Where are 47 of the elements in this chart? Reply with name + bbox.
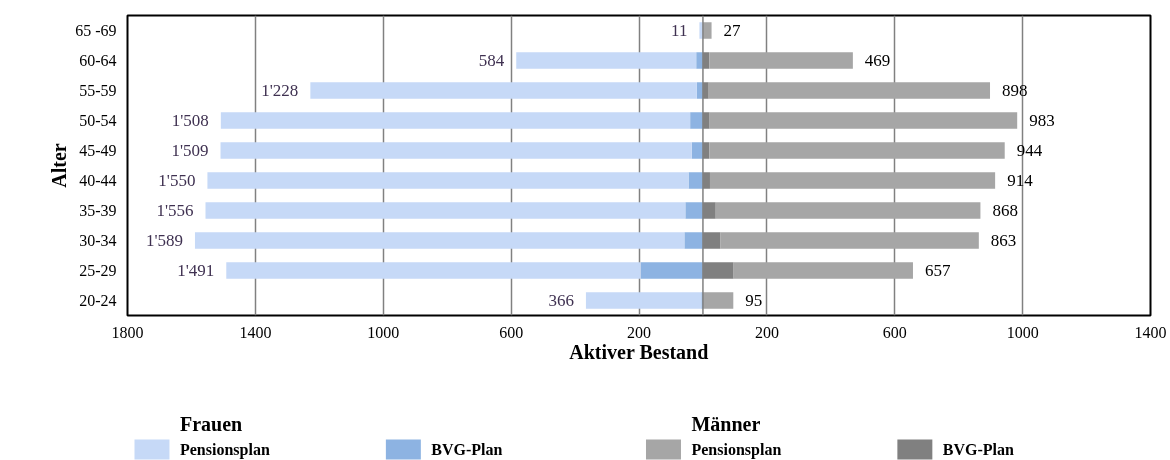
y-tick-label: 25-29 [79,262,117,279]
y-tick-label: 45-49 [79,142,117,159]
text: 983 [1029,111,1055,130]
y-tick-label: 40-44 [79,172,117,189]
x-tick-label: 200 [754,323,779,341]
x-axis-title: Aktiver Bestand [569,340,709,363]
text: 657 [924,261,951,280]
text: 11 [671,21,688,40]
text: 584 [478,51,505,70]
text: 366 [548,291,574,310]
text: 1'508 [171,111,209,130]
text: Männer [691,412,761,435]
x-tick-label: 1000 [367,323,400,341]
text: 1'556 [156,201,194,220]
x-tick-label: 1800 [111,323,144,341]
legend-label: Pensionsplan [179,441,270,459]
text: 27 [723,21,741,40]
text: 469 [864,51,891,70]
text: 898 [1002,81,1028,100]
y-tick-label: 35-39 [79,202,117,219]
legend-label: BVG-Plan [942,441,1015,458]
text: 1'589 [145,231,183,250]
x-tick-label: 1000 [1006,323,1039,341]
x-tick-label: 1400 [1134,323,1167,341]
y-tick-label: 65 -69 [75,22,117,39]
y-tick-label: 55-59 [79,82,117,99]
x-tick-label: 600 [882,323,907,341]
x-tick-label: 1400 [239,323,272,341]
text: 868 [992,201,1018,220]
x-tick-label: 600 [499,323,524,341]
x-tick-label: 200 [627,323,651,341]
text: 863 [990,231,1017,250]
y-tick-label: 50-54 [79,112,117,129]
y-tick-label: 20-24 [79,292,117,309]
y-tick-label: 60-64 [79,52,117,69]
y-axis-title: Alter [48,143,71,188]
legend-label: Pensionsplan [691,441,782,459]
text: 944 [1016,141,1043,160]
text: 1'550 [158,171,196,190]
text: Frauen [179,412,243,435]
text: 1'509 [171,141,209,160]
legend-label: BVG-Plan [431,441,503,458]
y-tick-label: 30-34 [79,232,117,249]
text: 95 [745,291,763,310]
text: 914 [1007,171,1033,190]
text: 1'491 [177,261,215,280]
text: 1'228 [261,81,299,100]
